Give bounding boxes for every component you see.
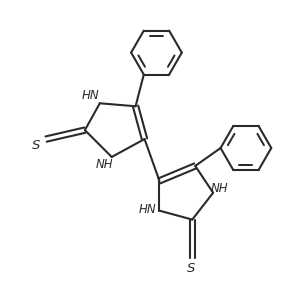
Text: S: S bbox=[32, 139, 40, 152]
Text: HN: HN bbox=[82, 89, 100, 102]
Text: NH: NH bbox=[210, 182, 228, 195]
Text: HN: HN bbox=[139, 203, 156, 216]
Text: NH: NH bbox=[95, 158, 113, 171]
Text: S: S bbox=[187, 262, 195, 275]
